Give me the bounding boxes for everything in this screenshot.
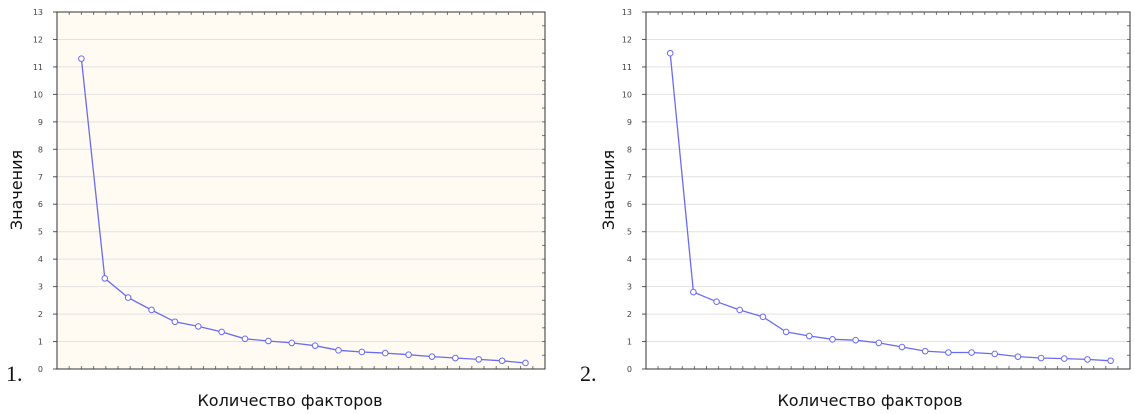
data-point — [101, 275, 109, 282]
data-point — [405, 351, 412, 359]
x-axis-label: Количество факторов — [197, 391, 382, 410]
data-point — [666, 49, 674, 57]
panel-number-label: 2. — [580, 361, 597, 386]
y-tick-label: 9 — [627, 118, 632, 127]
data-point — [311, 342, 319, 349]
data-point — [713, 298, 720, 306]
data-point — [288, 339, 296, 347]
data-point — [1014, 353, 1022, 360]
data-point — [1037, 354, 1045, 362]
y-tick-label: 11 — [622, 63, 632, 72]
data-point — [968, 349, 975, 356]
plot-area — [57, 12, 545, 369]
panel-number-label: 1. — [6, 361, 23, 386]
data-point — [194, 323, 202, 330]
data-point — [428, 353, 436, 360]
data-point — [218, 328, 225, 336]
y-axis-label: Значения — [599, 150, 618, 230]
data-point — [148, 306, 155, 314]
series-line — [80, 58, 526, 364]
data-point — [921, 347, 929, 355]
y-tick-label: 5 — [38, 228, 43, 237]
data-point — [759, 313, 767, 321]
y-tick-label: 6 — [627, 200, 632, 209]
data-point — [829, 336, 836, 343]
y-tick-label: 4 — [627, 255, 632, 264]
y-tick-label: 9 — [38, 118, 43, 127]
y-tick-label: 6 — [38, 200, 43, 209]
y-tick-label: 1 — [627, 338, 632, 347]
plot-area — [646, 12, 1130, 369]
y-tick-label: 13 — [33, 8, 43, 17]
data-point — [690, 288, 697, 296]
data-point — [736, 306, 744, 314]
y-tick-label: 12 — [33, 35, 43, 44]
chart-panel-1: 0 1 2 3 4 5 6 7 8 9 10 11 12 13 Значения Количество фак… — [0, 0, 560, 414]
y-tick-label: 13 — [622, 8, 632, 17]
y-tick-label: 5 — [627, 228, 632, 237]
data-point — [498, 357, 506, 365]
data-point — [991, 350, 999, 358]
data-point — [452, 354, 459, 362]
y-tick-label: 7 — [38, 173, 43, 182]
chart-panel-2: 0 1 2 3 4 5 6 7 8 9 10 11 12 13 Значения Количество фак… — [580, 0, 1135, 414]
x-axis-label: Количество факторов — [777, 391, 962, 410]
plot-frame — [645, 11, 1131, 370]
data-point — [358, 348, 366, 356]
y-tick-label: 0 — [38, 365, 43, 374]
data-point — [945, 349, 952, 356]
y-tick-label: 8 — [38, 145, 43, 154]
y-tick-label: 2 — [627, 310, 632, 319]
y-tick-label: 3 — [627, 283, 632, 292]
data-point — [875, 339, 883, 347]
data-point — [335, 347, 342, 354]
data-point — [78, 55, 85, 62]
data-point — [475, 356, 483, 363]
data-point — [805, 332, 813, 340]
data-point — [265, 337, 272, 345]
y-tick-label: 10 — [622, 90, 632, 99]
y-tick-label: 4 — [38, 255, 43, 264]
y-tick-label: 11 — [33, 63, 43, 72]
series-line — [669, 53, 1111, 362]
data-point — [1060, 355, 1068, 362]
y-tick-label: 0 — [627, 365, 632, 374]
y-axis-label: Значения — [7, 150, 26, 230]
data-point — [124, 294, 132, 301]
y-tick-label: 8 — [627, 145, 632, 154]
data-point — [782, 328, 790, 336]
y-tick-label: 10 — [33, 90, 43, 99]
y-tick-label: 12 — [622, 35, 632, 44]
y-tick-label: 3 — [38, 283, 43, 292]
data-point — [1084, 356, 1091, 363]
data-point — [522, 359, 529, 367]
plot-frame — [56, 11, 546, 370]
y-tick-label: 1 — [38, 338, 43, 347]
data-point — [1107, 357, 1114, 365]
data-point — [898, 343, 906, 351]
y-tick-label: 7 — [627, 173, 632, 182]
data-point — [171, 318, 179, 326]
data-point — [852, 336, 859, 344]
data-point — [381, 349, 389, 357]
data-point — [241, 335, 249, 343]
y-tick-label: 2 — [38, 310, 43, 319]
